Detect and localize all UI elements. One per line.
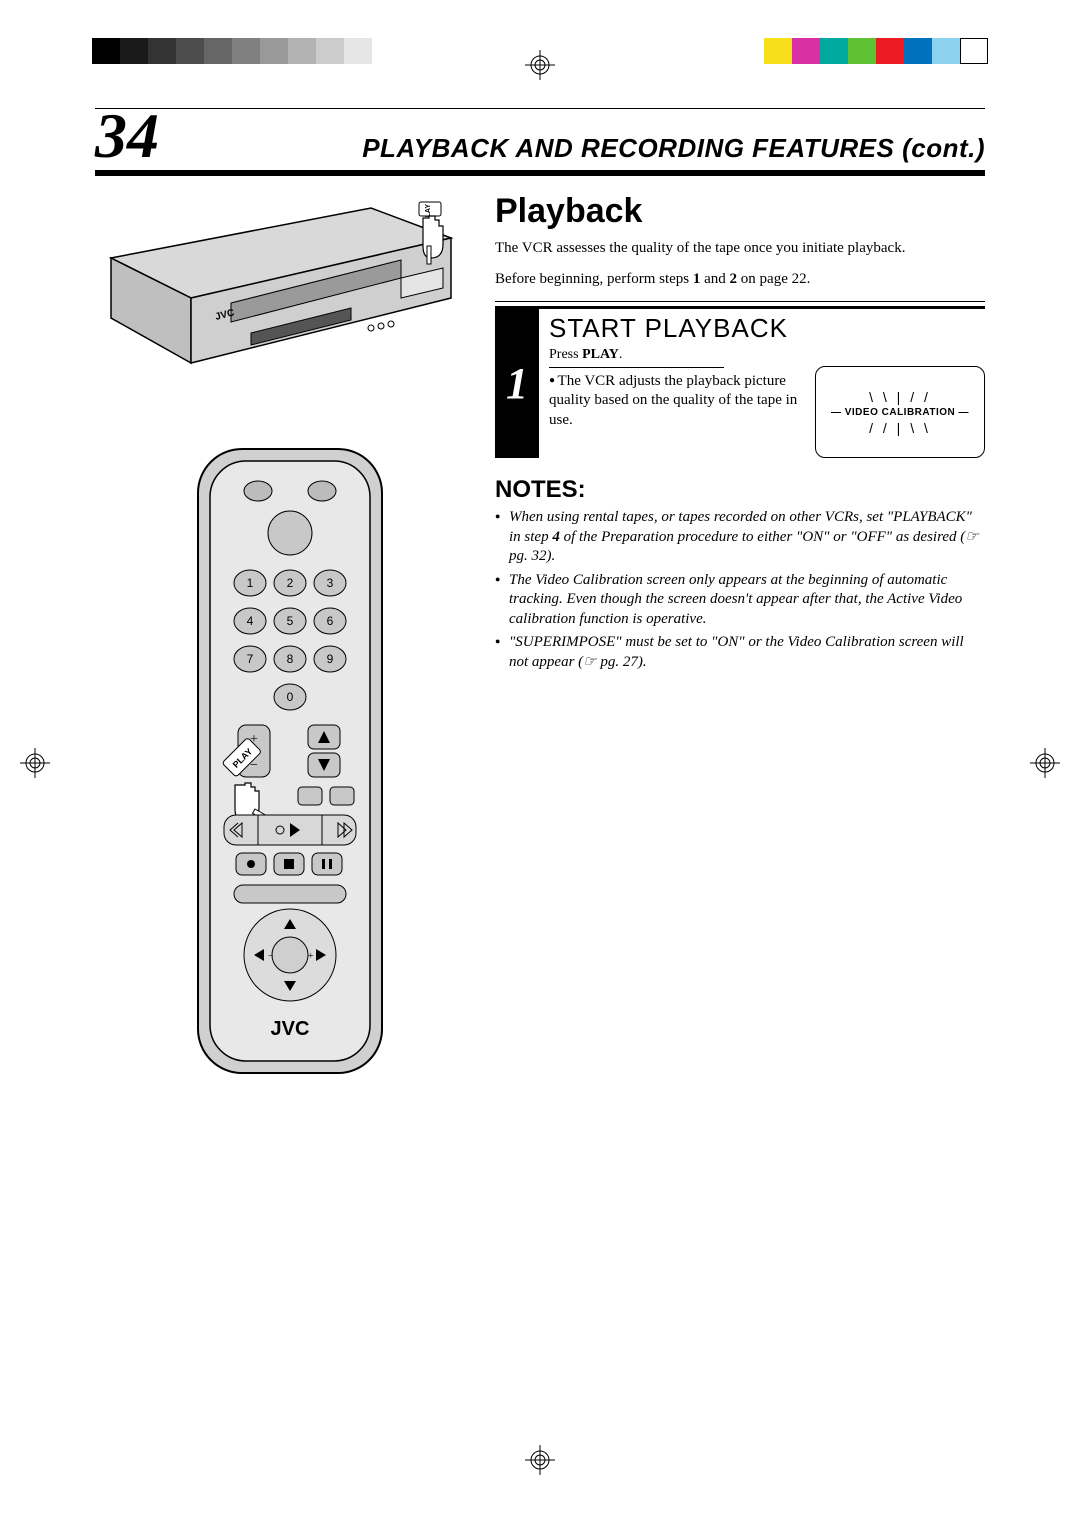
page-number: 34 [95,104,159,168]
section-header: PLAYBACK AND RECORDING FEATURES (cont.) [159,133,985,164]
grayscale-swatches [92,38,372,64]
svg-text:8: 8 [287,652,294,666]
crop-mark-right [1030,748,1060,778]
svg-text:3: 3 [327,576,334,590]
step-block: 1 START PLAYBACK Press PLAY. The VCR adj… [495,301,985,458]
svg-text:2: 2 [287,576,294,590]
note-item: When using rental tapes, or tapes record… [495,508,985,567]
svg-text:0: 0 [287,690,294,704]
svg-text:−: − [268,951,274,962]
calibration-rays-bottom: / / | \ \ [869,421,931,435]
crop-mark-left [20,748,50,778]
crop-mark-bottom [525,1445,555,1475]
svg-text:4: 4 [247,614,254,628]
calibration-rays-top: \ \ | / / [869,390,931,404]
playback-heading: Playback [495,192,985,231]
notes-heading: NOTES: [495,476,985,504]
svg-text:+: + [308,951,314,962]
text-column: Playback The VCR assesses the quality of… [495,192,985,1088]
step-press-line: Press PLAY. [549,346,805,364]
svg-text:5: 5 [287,614,294,628]
calibration-label: — VIDEO CALIBRATION — [831,407,969,418]
svg-text:7: 7 [247,652,254,666]
illustration-column: JVC PLAY [95,192,495,1088]
notes-list: When using rental tapes, or tapes record… [495,508,985,672]
step-bullet: The VCR adjusts the playback picture qua… [549,372,805,431]
step-number: 1 [495,309,539,458]
page-content: 3 4 PLAYBACK AND RECORDING FEATURES (cont… [95,108,985,1418]
note-item: The Video Calibration screen only appear… [495,571,985,630]
remote-illustration: 1234567890 + − PLAY [180,443,400,1088]
intro-paragraph-1: The VCR assesses the quality of the tape… [495,239,985,258]
svg-text:9: 9 [327,652,334,666]
vcr-illustration: JVC PLAY [101,198,461,383]
color-swatches [764,38,988,64]
note-item: "SUPERIMPOSE" must be set to "ON" or the… [495,633,985,672]
remote-brand-label: JVC [271,1018,310,1040]
crop-mark-top [525,50,555,80]
step-heading: START PLAYBACK [549,313,985,344]
intro-paragraph-2: Before beginning, perform steps 1 and 2 … [495,270,985,289]
video-calibration-box: \ \ | / / — VIDEO CALIBRATION — / / | \ … [815,366,985,458]
svg-text:1: 1 [247,576,254,590]
svg-text:6: 6 [327,614,334,628]
